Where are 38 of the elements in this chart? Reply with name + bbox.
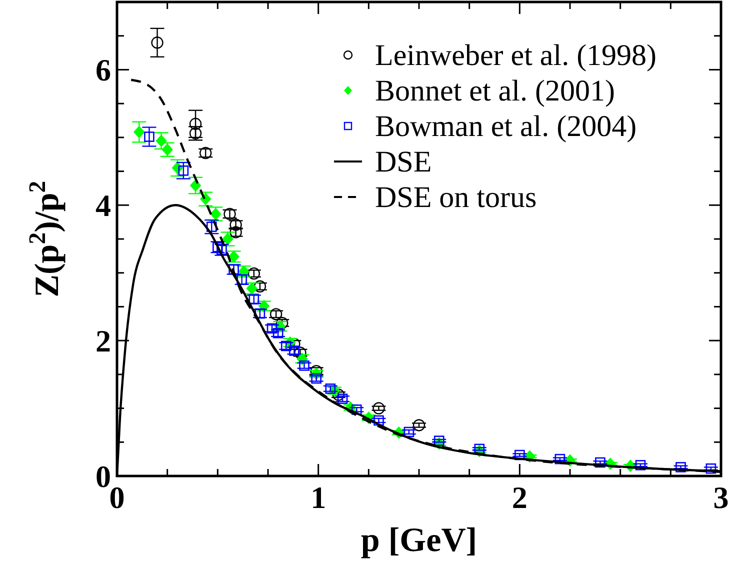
y-tick-label: 6 (96, 52, 111, 88)
y-tick-label: 4 (96, 188, 111, 224)
point (156, 134, 167, 147)
x-tick-label: 1 (310, 480, 326, 515)
point (372, 402, 385, 414)
legend-label: Bowman et al. (2004) (375, 110, 637, 143)
legend-label: Leinweber et al. (1998) (375, 39, 657, 72)
point (189, 118, 202, 130)
point (134, 126, 145, 138)
point (676, 462, 686, 472)
y-tick-label: 2 (96, 324, 111, 359)
point (190, 180, 202, 192)
point (374, 415, 384, 426)
point (254, 280, 266, 292)
x-tick-label: 3 (713, 480, 729, 515)
x-tick-label: 2 (512, 480, 528, 515)
point (595, 457, 606, 468)
point (248, 267, 260, 280)
point (325, 384, 336, 394)
point (248, 294, 260, 304)
legend-label: DSE (375, 146, 432, 178)
point (299, 360, 310, 371)
point (434, 436, 444, 446)
point (178, 165, 189, 176)
point (412, 419, 426, 432)
point (351, 404, 362, 415)
point (144, 132, 154, 142)
x-axis-title: p [GeV] (360, 522, 478, 559)
point (514, 450, 525, 460)
point (151, 36, 164, 49)
point (706, 463, 716, 474)
point (635, 460, 646, 470)
point (254, 308, 266, 319)
legend-label: Bonnet et al. (2001) (375, 74, 615, 108)
legend-label: DSE on torus (375, 181, 537, 214)
point (311, 373, 322, 384)
point (337, 394, 348, 404)
point (404, 426, 414, 438)
